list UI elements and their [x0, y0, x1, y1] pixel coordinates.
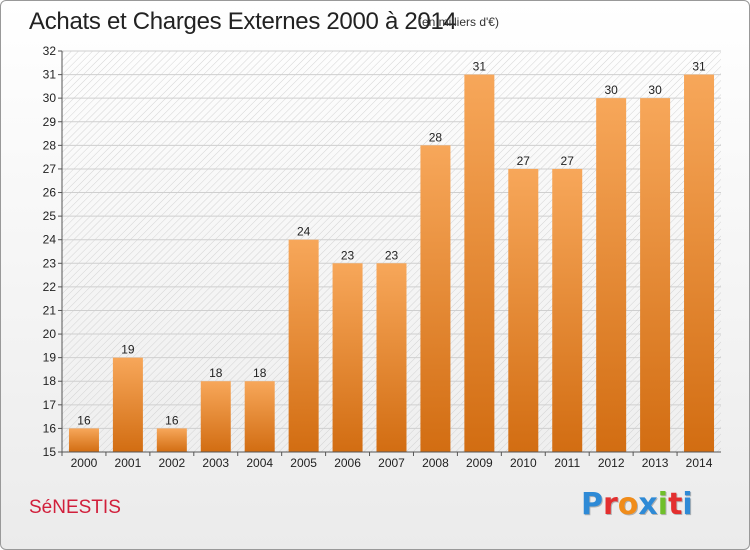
logo-letter: o: [617, 487, 639, 522]
chart-subtitle: (en milliers d'€): [418, 15, 499, 29]
x-tick-label: 2004: [246, 456, 273, 470]
axes: 15 16 17 18 19 20 21 22 23 24 25 26 27 28 29 30 31 32 2000…: [43, 44, 721, 470]
bars: 16 19 16 18 18 24 23 23 28 31 27 27 30 30 31: [68, 60, 715, 453]
bar-value-label: 23: [385, 248, 399, 262]
bar-2014: [684, 74, 715, 453]
bar-2003: [200, 381, 231, 452]
chart-title: Achats et Charges Externes 2000 à 2014: [29, 8, 457, 35]
x-tick-label: 2014: [686, 456, 713, 470]
bar-2006: [332, 263, 363, 452]
x-tick-label: 2002: [158, 456, 185, 470]
bar-2013: [640, 98, 671, 453]
y-tick-label: 25: [43, 209, 57, 223]
x-tick-label: 2005: [290, 456, 317, 470]
bar-2004: [244, 381, 275, 452]
bar-value-label: 27: [561, 154, 575, 168]
y-tick-label: 15: [43, 445, 57, 459]
logo-letter: i: [657, 487, 669, 522]
y-tick-label: 31: [43, 68, 57, 82]
bar-2010: [508, 168, 539, 453]
y-tick-label: 18: [43, 374, 57, 388]
bar-value-label: 24: [297, 225, 311, 239]
bar-2007: [376, 263, 407, 452]
y-tick-label: 21: [43, 303, 57, 317]
bar-value-label: 31: [692, 60, 706, 74]
x-tick-label: 2012: [598, 456, 625, 470]
bar-2002: [156, 428, 187, 452]
y-tick-label: 29: [43, 115, 57, 129]
x-tick-label: 2010: [510, 456, 537, 470]
logo-letter: x: [638, 487, 658, 522]
bar-value-label: 28: [429, 130, 443, 144]
y-tick-label: 30: [43, 91, 57, 105]
y-tick-label: 17: [43, 398, 57, 412]
bar-2000: [68, 428, 99, 452]
y-tick-label: 22: [43, 280, 57, 294]
bar-2001: [112, 357, 143, 452]
y-tick-label: 27: [43, 162, 57, 176]
y-tick-label: 16: [43, 421, 57, 435]
x-tick-label: 2000: [71, 456, 98, 470]
logo-letter: P: [581, 487, 603, 522]
x-tick-label: 2009: [466, 456, 493, 470]
bar-2008: [420, 145, 451, 452]
bar-2011: [552, 168, 583, 453]
bar-value-label: 30: [648, 83, 662, 97]
x-tick-label: 2003: [202, 456, 229, 470]
x-tick-label: 2008: [422, 456, 449, 470]
bar-value-label: 18: [209, 366, 223, 380]
x-tick-label: 2013: [642, 456, 669, 470]
logo-letter: i: [682, 487, 693, 522]
proxiti-logo[interactable]: Proxiti: [581, 487, 693, 522]
x-tick-label: 2001: [115, 456, 142, 470]
y-tick-label: 28: [43, 138, 57, 152]
bar-2005: [288, 239, 319, 452]
y-tick-label: 19: [43, 351, 57, 365]
commune-name: SéNESTIS: [29, 497, 121, 518]
bar-value-label: 18: [253, 366, 267, 380]
x-tick-label: 2006: [334, 456, 361, 470]
y-tick-label: 24: [43, 233, 57, 247]
bar-value-label: 19: [121, 343, 135, 357]
bar-value-label: 31: [473, 60, 487, 74]
bar-value-label: 30: [604, 83, 618, 97]
logo-letter: r: [603, 487, 618, 522]
y-tick-label: 23: [43, 256, 57, 270]
logo-letter: t: [668, 487, 683, 522]
bar-value-label: 23: [341, 248, 355, 262]
x-tick-label: 2011: [554, 456, 580, 470]
bar-value-label: 16: [165, 413, 179, 427]
bar-value-label: 27: [517, 154, 531, 168]
bar-2012: [596, 98, 627, 453]
bar-2009: [464, 74, 495, 453]
bar-value-label: 16: [77, 413, 91, 427]
y-tick-label: 26: [43, 186, 57, 200]
x-tick-label: 2007: [378, 456, 405, 470]
y-tick-label: 32: [43, 44, 57, 58]
y-tick-label: 20: [43, 327, 57, 341]
